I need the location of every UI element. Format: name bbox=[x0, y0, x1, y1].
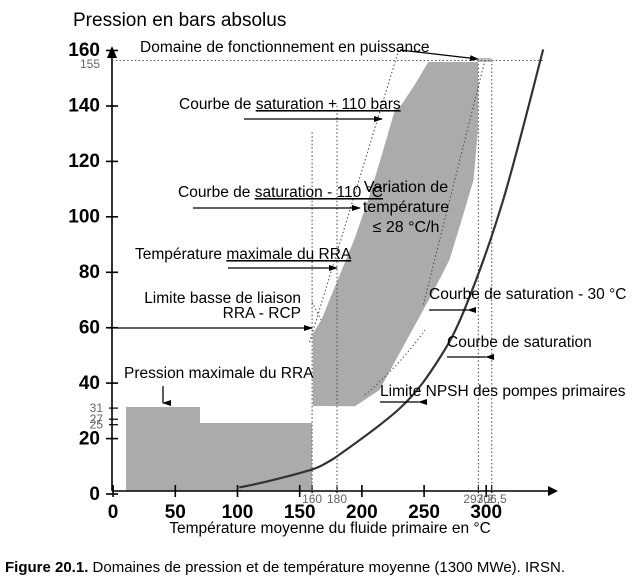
svg-text:Pression maximale du RRA: Pression maximale du RRA bbox=[124, 365, 314, 382]
svg-text:Courbe de saturation: Courbe de saturation bbox=[447, 334, 592, 351]
svg-text:Courbe de saturation + 110 bar: Courbe de saturation + 110 bars bbox=[179, 96, 401, 113]
svg-text:60: 60 bbox=[79, 318, 100, 339]
svg-text:160: 160 bbox=[302, 492, 322, 506]
svg-text:Variation de: Variation de bbox=[364, 179, 448, 196]
svg-text:20: 20 bbox=[79, 429, 100, 450]
svg-text:température: température bbox=[363, 199, 449, 216]
svg-text:0: 0 bbox=[108, 502, 119, 523]
svg-text:80: 80 bbox=[79, 262, 100, 283]
svg-text:Température moyenne du fluide: Température moyenne du fluide primaire e… bbox=[169, 520, 491, 537]
svg-text:25: 25 bbox=[90, 418, 104, 432]
svg-text:120: 120 bbox=[68, 151, 100, 172]
svg-text:Température maximale du RRA: Température maximale du RRA bbox=[135, 246, 352, 263]
svg-text:180: 180 bbox=[327, 492, 347, 506]
svg-text:Domaine de fonctionnement en p: Domaine de fonctionnement en puissance bbox=[140, 39, 430, 56]
svg-text:40: 40 bbox=[79, 373, 100, 394]
svg-text:Figure 20.1. Domaines de press: Figure 20.1. Domaines de pression et de … bbox=[5, 559, 565, 576]
svg-text:155: 155 bbox=[80, 57, 100, 71]
svg-text:140: 140 bbox=[68, 96, 100, 117]
svg-text:Pression en bars absolus: Pression en bars absolus bbox=[73, 10, 286, 31]
svg-text:Limite NPSH des pompes primair: Limite NPSH des pompes primaires bbox=[380, 383, 626, 400]
svg-text:Courbe de saturation - 30 °C: Courbe de saturation - 30 °C bbox=[429, 286, 626, 303]
svg-text:0: 0 bbox=[89, 484, 100, 505]
svg-text:≤ 28 °C/h: ≤ 28 °C/h bbox=[373, 219, 440, 236]
svg-text:Courbe de saturation - 110 °C: Courbe de saturation - 110 °C bbox=[178, 184, 383, 201]
svg-text:100: 100 bbox=[68, 207, 100, 228]
svg-text:RRA - RCP: RRA - RCP bbox=[223, 305, 301, 322]
svg-text:306,5: 306,5 bbox=[477, 492, 507, 506]
